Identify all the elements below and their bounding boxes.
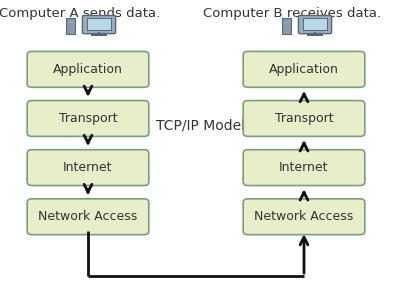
FancyBboxPatch shape xyxy=(27,199,149,235)
FancyBboxPatch shape xyxy=(243,101,365,136)
FancyBboxPatch shape xyxy=(298,15,332,34)
FancyBboxPatch shape xyxy=(27,101,149,136)
FancyBboxPatch shape xyxy=(66,18,75,34)
FancyBboxPatch shape xyxy=(243,150,365,186)
Text: Network Access: Network Access xyxy=(38,210,138,223)
FancyBboxPatch shape xyxy=(243,199,365,235)
FancyBboxPatch shape xyxy=(87,18,111,30)
Text: Internet: Internet xyxy=(63,161,113,174)
FancyBboxPatch shape xyxy=(243,51,365,87)
Text: Application: Application xyxy=(53,63,123,76)
FancyBboxPatch shape xyxy=(27,150,149,186)
FancyBboxPatch shape xyxy=(27,51,149,87)
Text: Computer B receives data.: Computer B receives data. xyxy=(203,7,381,20)
FancyBboxPatch shape xyxy=(82,15,116,34)
Text: Transport: Transport xyxy=(275,112,333,125)
FancyBboxPatch shape xyxy=(282,18,291,34)
Text: Transport: Transport xyxy=(59,112,117,125)
Text: Network Access: Network Access xyxy=(254,210,354,223)
Text: Application: Application xyxy=(269,63,339,76)
Text: Internet: Internet xyxy=(279,161,329,174)
Text: TCP/IP Model: TCP/IP Model xyxy=(156,119,244,133)
FancyBboxPatch shape xyxy=(303,18,327,30)
Text: Computer A sends data.: Computer A sends data. xyxy=(0,7,161,20)
